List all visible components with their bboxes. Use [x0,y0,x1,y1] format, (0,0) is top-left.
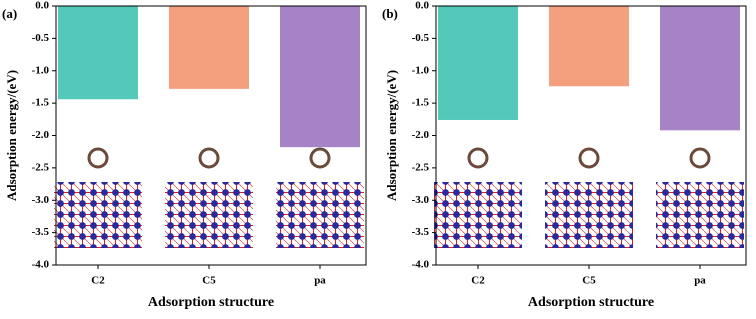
y-axis-label: Adsorption energy/(eV) [4,70,19,201]
y-tick-label: 0.0 [415,0,429,12]
structure-image [545,182,633,248]
molecule-image [467,147,489,169]
y-tick-label: -3.0 [412,194,430,206]
y-tick-label: -4.0 [32,259,50,271]
x-tick-label: C5 [582,275,596,287]
y-tick-label: -2.5 [412,161,430,173]
structure-image [434,182,522,248]
structure-image [54,182,142,248]
x-tick-label: C2 [471,275,485,287]
structure-image [656,182,744,248]
bar [660,6,740,131]
y-tick-label: -1.5 [412,97,430,109]
y-tick-label: -0.5 [412,32,430,44]
y-tick-label: -1.0 [412,64,430,76]
x-tick-label: pa [314,275,326,287]
molecule-image [309,147,331,169]
y-tick-label: 0.0 [35,0,49,12]
y-tick-label: -3.0 [32,194,50,206]
molecule-image [578,147,600,169]
molecule-image [87,147,109,169]
y-tick-label: -1.0 [32,64,50,76]
x-tick-label: C5 [202,275,216,287]
structure-image [276,182,364,248]
y-tick-label: -3.5 [32,226,50,238]
x-tick-label: C2 [91,275,105,287]
y-tick-label: -2.5 [32,161,50,173]
y-tick-label: -3.5 [412,226,430,238]
y-tick-label: -2.0 [32,129,50,141]
y-tick-label: -1.5 [32,97,50,109]
bar [280,6,360,148]
x-tick-label: pa [694,275,706,287]
panel-label: (a) [2,6,17,21]
panel-label: (b) [382,6,398,21]
molecule-image [198,147,220,169]
x-axis-label: Adsorption structure [148,295,274,310]
molecule-image [689,147,711,169]
x-axis-label: Adsorption structure [528,295,654,310]
structure-image [165,182,253,248]
bar [169,6,249,89]
y-tick-label: -4.0 [412,259,430,271]
y-tick-label: -0.5 [32,32,50,44]
bar [438,6,518,120]
y-tick-label: -2.0 [412,129,430,141]
bar [549,6,629,87]
y-axis-label: Adsorption energy/(eV) [384,70,399,201]
bar [58,6,138,100]
